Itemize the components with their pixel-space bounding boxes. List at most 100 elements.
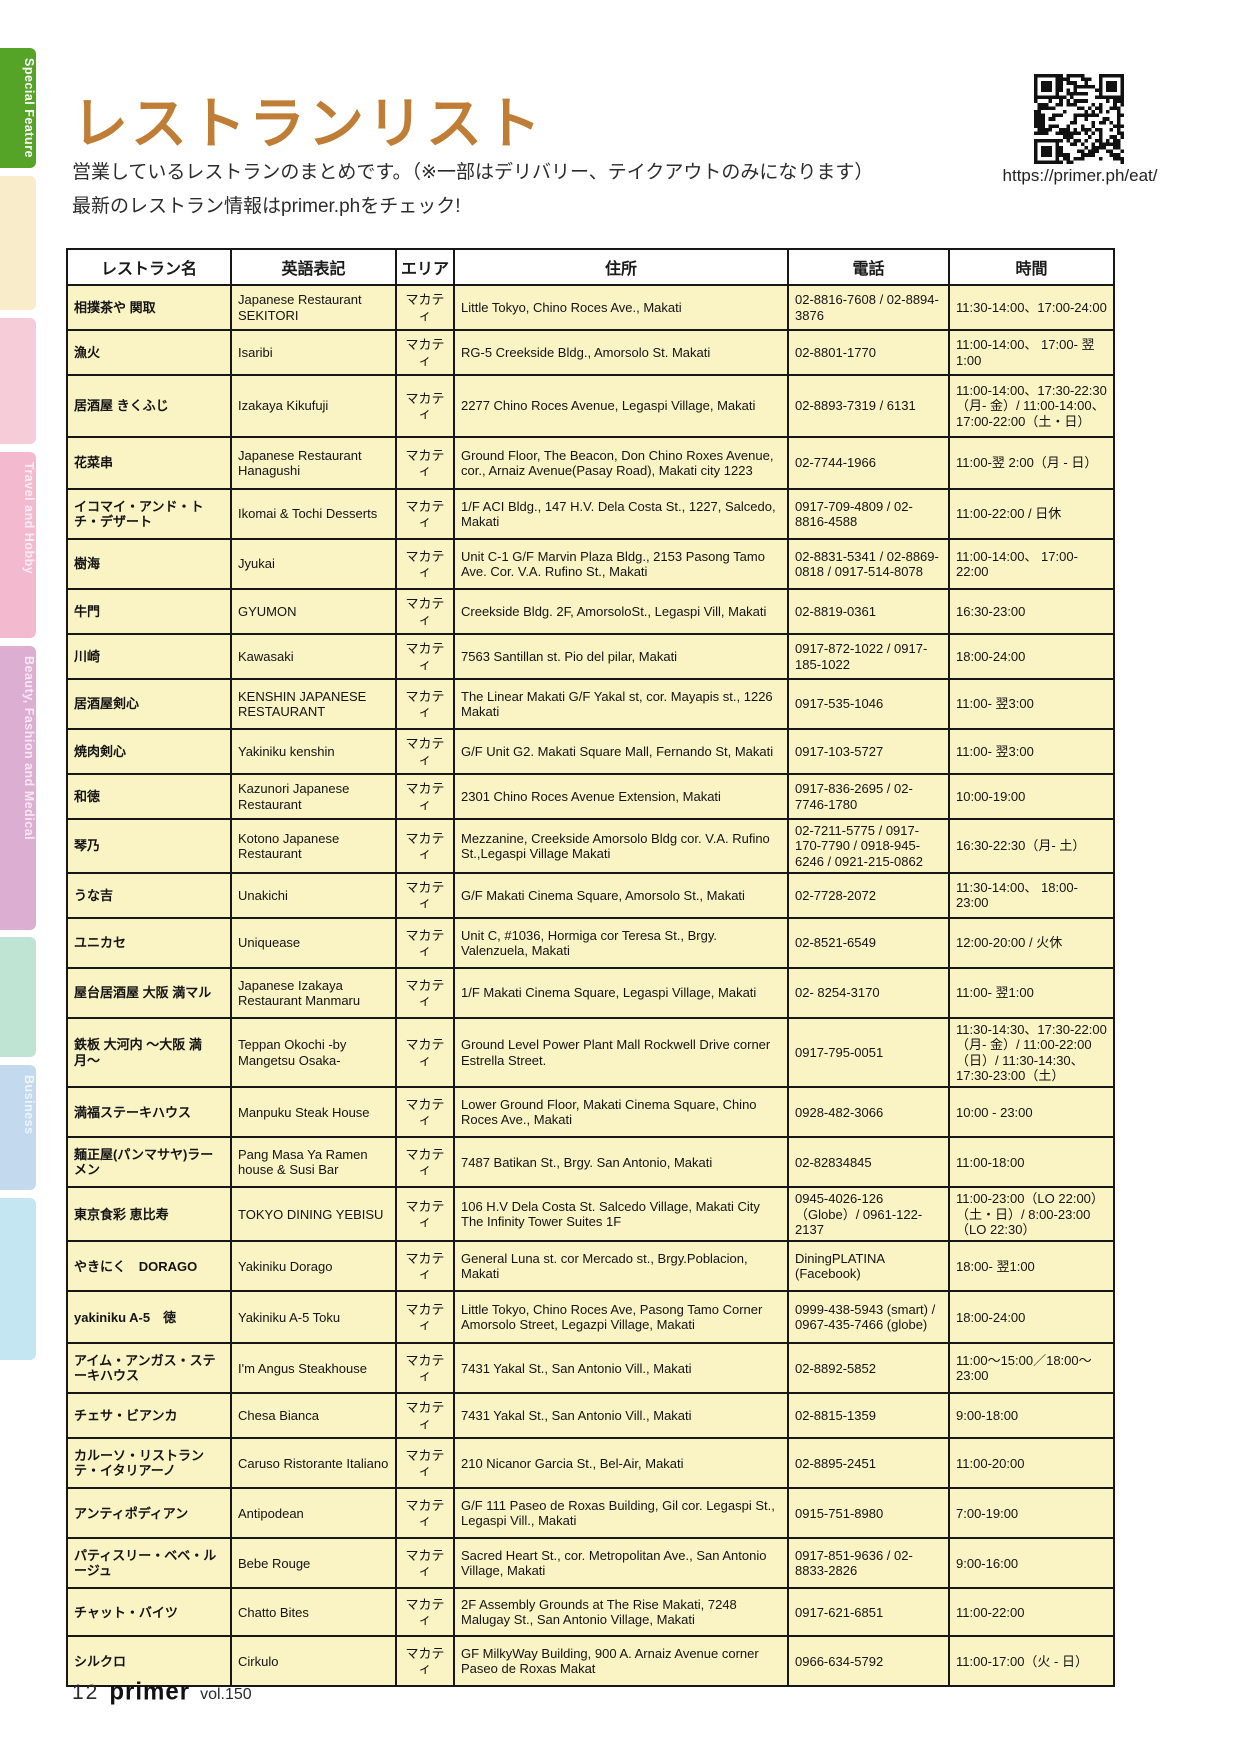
restaurant-name-cell: 屋台居酒屋 大阪 満マル: [66, 966, 232, 1019]
area-cell: マカティ: [395, 1186, 455, 1243]
hours-cell: 18:00-24:00: [948, 1290, 1115, 1345]
english-name-cell: Manpuku Steak House: [230, 1086, 397, 1139]
hours-cell: 11:00-14:00、 17:00- 翌1:00: [948, 329, 1115, 376]
address-cell: 1/F Makati Cinema Square, Legaspi Villag…: [453, 966, 789, 1019]
phone-cell: 0945-4026-126（Globe）/ 0961-122-2137: [787, 1186, 950, 1243]
area-cell: マカティ: [395, 1537, 455, 1590]
table-row: うな吉 Unakichi マカティ G/F Makati Cinema Square,…: [66, 871, 1115, 919]
hours-cell: 11:00- 翌1:00: [948, 966, 1115, 1019]
phone-cell: 02-8801-1770: [787, 329, 950, 376]
table-row: yakiniku A-5 徳 Yakiniku A-5 Toku マカティ Littl…: [66, 1290, 1115, 1345]
phone-cell: 02-8816-7608 / 02-8894-3876: [787, 284, 950, 331]
table-row: 麺正屋(パンマサヤ)ラーメン Pang Masa Ya Ramen house &…: [66, 1136, 1115, 1189]
sidebar-tab-label: Special Feature: [22, 58, 36, 158]
restaurant-name-cell: アンティポディアン: [66, 1487, 232, 1540]
hours-cell: 11:30-14:00、 18:00-23:00: [948, 871, 1115, 919]
address-cell: 106 H.V Dela Costa St. Salcedo Village, …: [453, 1186, 789, 1243]
area-cell: マカティ: [395, 1290, 455, 1345]
area-cell: マカティ: [395, 436, 455, 490]
area-cell: マカティ: [395, 728, 455, 775]
address-cell: Unit C, #1036, Hormiga cor Teresa St., B…: [453, 916, 789, 969]
english-name-cell: Izakaya Kikufuji: [230, 374, 397, 438]
hours-cell: 11:00-22:00 / 日休: [948, 488, 1115, 540]
table-row: カルーソ・リストランテ・イタリアーノ Caruso Ristorante Ital…: [66, 1437, 1115, 1490]
address-cell: Little Tokyo, Chino Roces Ave, Pasong Ta…: [453, 1290, 789, 1345]
hours-cell: 11:00- 翌3:00: [948, 728, 1115, 775]
page-footer: 12 primer vol.150: [72, 1677, 252, 1706]
phone-cell: 02-7728-2072: [787, 871, 950, 919]
phone-cell: 02-8893-7319 / 6131: [787, 374, 950, 438]
phone-cell: 02-8819-0361: [787, 588, 950, 635]
restaurant-name-cell: ユニカセ: [66, 916, 232, 969]
phone-cell: 0917-709-4809 / 02-8816-4588: [787, 488, 950, 540]
table-row: 漁火 Isaribi マカティ RG-5 Creekside Bldg., Amors…: [66, 329, 1115, 376]
phone-cell: 02-8831-5341 / 02-8869-0818 / 0917-514-8…: [787, 538, 950, 590]
table-row: 東京食彩 恵比寿 TOKYO DINING YEBISU マカティ 106 H.V D…: [66, 1186, 1115, 1243]
table-row: 琴乃 Kotono Japanese Restaurant マカティ Mezzanin…: [66, 818, 1115, 874]
sidebar-tab: Special Feature: [0, 48, 36, 168]
sidebar-tab: [0, 176, 36, 310]
table-row: 屋台居酒屋 大阪 満マル Japanese Izakaya Restaurant …: [66, 966, 1115, 1019]
restaurant-name-cell: シルクロ: [66, 1635, 232, 1688]
english-name-cell: Chesa Bianca: [230, 1392, 397, 1440]
restaurant-name-cell: 花菜串: [66, 436, 232, 490]
area-cell: マカティ: [395, 284, 455, 331]
restaurant-name-cell: 相撲茶や 関取: [66, 284, 232, 331]
area-cell: マカティ: [395, 488, 455, 540]
phone-cell: 02-8892-5852: [787, 1342, 950, 1395]
phone-cell: 0917-851-9636 / 02-8833-2826: [787, 1537, 950, 1590]
page-subtitle-line1: 営業しているレストランのまとめです。（※一部はデリバリー、テイクアウトのみになり…: [72, 162, 874, 183]
english-name-cell: Jyukai: [230, 538, 397, 590]
english-name-cell: Isaribi: [230, 329, 397, 376]
english-name-cell: Yakiniku kenshin: [230, 728, 397, 775]
restaurant-table-wrap: レストラン名 英語表記 エリア 住所 電話 時間 相撲茶や 関取 Japanese Rest…: [66, 248, 1115, 1688]
hours-cell: 11:30-14:30、17:30-22:00（月- 金）/ 11:00-22:…: [948, 1016, 1115, 1089]
address-cell: Unit C-1 G/F Marvin Plaza Bldg., 2153 Pa…: [453, 538, 789, 590]
english-name-cell: Antipodean: [230, 1487, 397, 1540]
restaurant-name-cell: 牛門: [66, 588, 232, 635]
hours-cell: 11:30-14:00、17:00-24:00: [948, 284, 1115, 331]
sidebar-tab: [0, 937, 36, 1057]
english-name-cell: TOKYO DINING YEBISU: [230, 1186, 397, 1243]
table-header-row: レストラン名 英語表記 エリア 住所 電話 時間: [66, 248, 1115, 286]
address-cell: 210 Nicanor Garcia St., Bel-Air, Makati: [453, 1437, 789, 1490]
table-row: アンティポディアン Antipodean マカティ G/F 111 Paseo de …: [66, 1487, 1115, 1540]
table-row: 牛門 GYUMON マカティ Creekside Bldg. 2F, Amorsolo…: [66, 588, 1115, 635]
column-header: 電話: [787, 248, 950, 286]
hours-cell: 18:00-24:00: [948, 633, 1115, 680]
area-cell: マカティ: [395, 588, 455, 635]
column-header: レストラン名: [66, 248, 232, 286]
column-header: エリア: [395, 248, 455, 286]
page-title: レストランリスト: [72, 91, 544, 155]
table-row: アイム・アンガス・ステーキハウス I'm Angus Steakhouse マカティ…: [66, 1342, 1115, 1395]
address-cell: Sacred Heart St., cor. Metropolitan Ave.…: [453, 1537, 789, 1590]
hours-cell: 11:00-17:00（火 - 日）: [948, 1635, 1115, 1688]
address-cell: G/F Makati Cinema Square, Amorsolo St., …: [453, 871, 789, 919]
english-name-cell: Chatto Bites: [230, 1587, 397, 1638]
address-cell: Creekside Bldg. 2F, AmorsoloSt., Legaspi…: [453, 588, 789, 635]
hours-cell: 11:00〜15:00／18:00〜23:00: [948, 1342, 1115, 1395]
table-row: やきにく DORAGO Yakiniku Dorago マカティ General Lu…: [66, 1240, 1115, 1293]
address-cell: General Luna st. cor Mercado st., Brgy.P…: [453, 1240, 789, 1293]
phone-cell: 02-8815-1359: [787, 1392, 950, 1440]
phone-cell: DiningPLATINA (Facebook): [787, 1240, 950, 1293]
area-cell: マカティ: [395, 1240, 455, 1293]
area-cell: マカティ: [395, 329, 455, 376]
hours-cell: 11:00-14:00、17:30-22:30（月- 金）/ 11:00-14:…: [948, 374, 1115, 438]
english-name-cell: Cirkulo: [230, 1635, 397, 1688]
restaurant-name-cell: パティスリー・ベベ・ルージュ: [66, 1537, 232, 1590]
area-cell: マカティ: [395, 966, 455, 1019]
address-cell: 7431 Yakal St., San Antonio Vill., Makat…: [453, 1342, 789, 1395]
phone-cell: 02-8895-2451: [787, 1437, 950, 1490]
sidebar-tab: Business: [0, 1065, 36, 1190]
footer-volume: vol.150: [200, 1686, 252, 1703]
hours-cell: 10:00 - 23:00: [948, 1086, 1115, 1139]
phone-cell: 0999-438-5943 (smart) / 0967-435-7466 (g…: [787, 1290, 950, 1345]
area-cell: マカティ: [395, 1587, 455, 1638]
address-cell: Mezzanine, Creekside Amorsolo Bldg cor. …: [453, 818, 789, 874]
table-row: 樹海 Jyukai マカティ Unit C-1 G/F Marvin Plaza Bl…: [66, 538, 1115, 590]
restaurant-name-cell: 満福ステーキハウス: [66, 1086, 232, 1139]
hours-cell: 11:00- 翌3:00: [948, 678, 1115, 730]
table-row: イコマイ・アンド・トチ・デザート Ikomai & Tochi Desserts マ…: [66, 488, 1115, 540]
restaurant-name-cell: 東京食彩 恵比寿: [66, 1186, 232, 1243]
